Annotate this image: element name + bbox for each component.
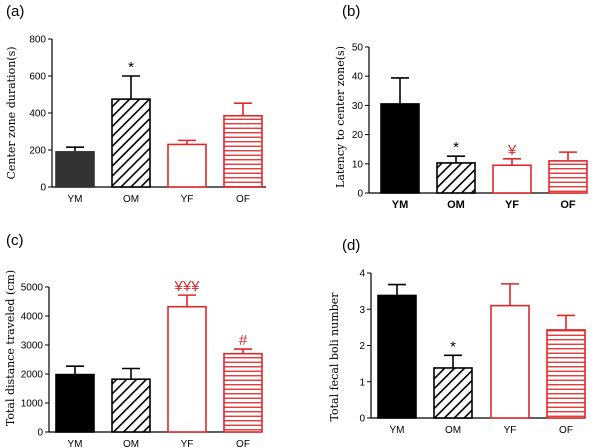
y-tick-label: 4000 <box>21 312 44 323</box>
bar-yf <box>492 164 532 194</box>
bar-om <box>111 98 151 188</box>
x-tick-label: OF <box>236 439 250 448</box>
panel-d: (d) Total fecal boli number 0 1 2 3 4 YM OM * YF… <box>328 237 586 436</box>
panel-c: (c) Total distance traveled (cm) 0 1000 20… <box>4 232 263 448</box>
y-tick-label: 600 <box>29 72 46 83</box>
bar-ym <box>55 373 95 433</box>
y-tick-label: 400 <box>29 109 46 120</box>
y-tick-label: 200 <box>29 146 46 157</box>
y-axis-label-c: Total distance traveled (cm) <box>4 270 17 426</box>
y-tick-label: 30 <box>352 101 364 112</box>
significance-marker: * <box>450 338 456 355</box>
x-tick-label: YM <box>392 199 409 211</box>
panel-label-d: (d) <box>342 237 360 254</box>
y-axis-label-d: Total fecal boli number <box>328 292 341 422</box>
bar-om <box>436 162 476 194</box>
plot-area-a: 0 200 400 600 800 YM OM * YF OF <box>29 35 266 205</box>
y-tick-label: 2000 <box>21 370 44 381</box>
plot-area-c: 0 1000 2000 3000 4000 5000 YM OM YF ¥¥¥ OF # <box>21 278 263 448</box>
x-tick-label: OM <box>123 439 139 448</box>
plot-area-d: 0 1 2 3 4 YM OM * YF OF <box>359 269 586 436</box>
panel-b: (b) Latency to center zone(s) 0 10 20 30 40 5… <box>334 3 588 211</box>
y-tick-label: 20 <box>352 130 364 141</box>
x-tick-label: YM <box>390 425 405 436</box>
bar-yf <box>167 305 207 433</box>
significance-marker: * <box>453 139 459 156</box>
panel-label-c: (c) <box>6 232 24 249</box>
x-tick-label: YF <box>505 199 519 211</box>
bar-ym <box>377 294 417 419</box>
x-tick-label: OM <box>445 425 461 436</box>
bar-om <box>111 378 151 433</box>
significance-marker: ¥¥¥ <box>173 278 200 295</box>
y-tick-label: 50 <box>352 43 364 54</box>
x-tick-label: YM <box>68 194 83 205</box>
panel-label-a: (a) <box>6 3 24 20</box>
bar-ym <box>380 103 420 194</box>
y-tick-label: 4 <box>359 269 365 280</box>
bar-of <box>546 329 586 419</box>
y-axis-label-a: Center zone duration(s) <box>5 46 18 179</box>
x-tick-label: YF <box>181 194 194 205</box>
y-tick-label: 800 <box>29 35 46 46</box>
x-tick-label: OM <box>123 194 139 205</box>
bar-of <box>548 160 588 194</box>
y-tick-label: 0 <box>357 189 363 200</box>
y-tick-label: 0 <box>37 428 43 439</box>
bar-of <box>223 114 263 188</box>
bar-yf <box>167 143 207 188</box>
plot-area-b: 0 10 20 30 40 50 YM OM * YF ¥ OF <box>352 43 588 211</box>
y-tick-label: 3 <box>359 305 365 316</box>
x-tick-label: YF <box>181 439 194 448</box>
y-tick-label: 5000 <box>21 283 44 294</box>
x-tick-label: OM <box>447 199 465 211</box>
bar-om <box>433 367 473 419</box>
y-tick-label: 0 <box>359 414 365 425</box>
significance-marker: ¥ <box>507 142 517 159</box>
y-tick-label: 2 <box>359 341 365 352</box>
x-tick-label: YF <box>504 425 517 436</box>
y-axis-label-b: Latency to center zone(s) <box>334 46 347 188</box>
bar-yf <box>490 304 530 419</box>
y-tick-label: 0 <box>40 183 46 194</box>
panel-label-b: (b) <box>342 3 360 20</box>
significance-marker: # <box>239 332 248 349</box>
significance-marker: * <box>128 59 134 76</box>
x-tick-label: OF <box>559 425 573 436</box>
y-tick-label: 1000 <box>21 399 44 410</box>
y-tick-label: 3000 <box>21 341 44 352</box>
x-tick-label: OF <box>560 199 576 211</box>
y-tick-label: 10 <box>352 159 364 170</box>
bar-ym <box>55 151 95 188</box>
panel-a: (a) Center zone duration(s) 0 200 400 600 80… <box>5 3 266 205</box>
x-tick-label: YM <box>68 439 83 448</box>
y-tick-label: 1 <box>359 377 365 388</box>
x-tick-label: OF <box>236 194 250 205</box>
bar-of <box>223 352 263 433</box>
y-tick-label: 40 <box>352 72 364 83</box>
